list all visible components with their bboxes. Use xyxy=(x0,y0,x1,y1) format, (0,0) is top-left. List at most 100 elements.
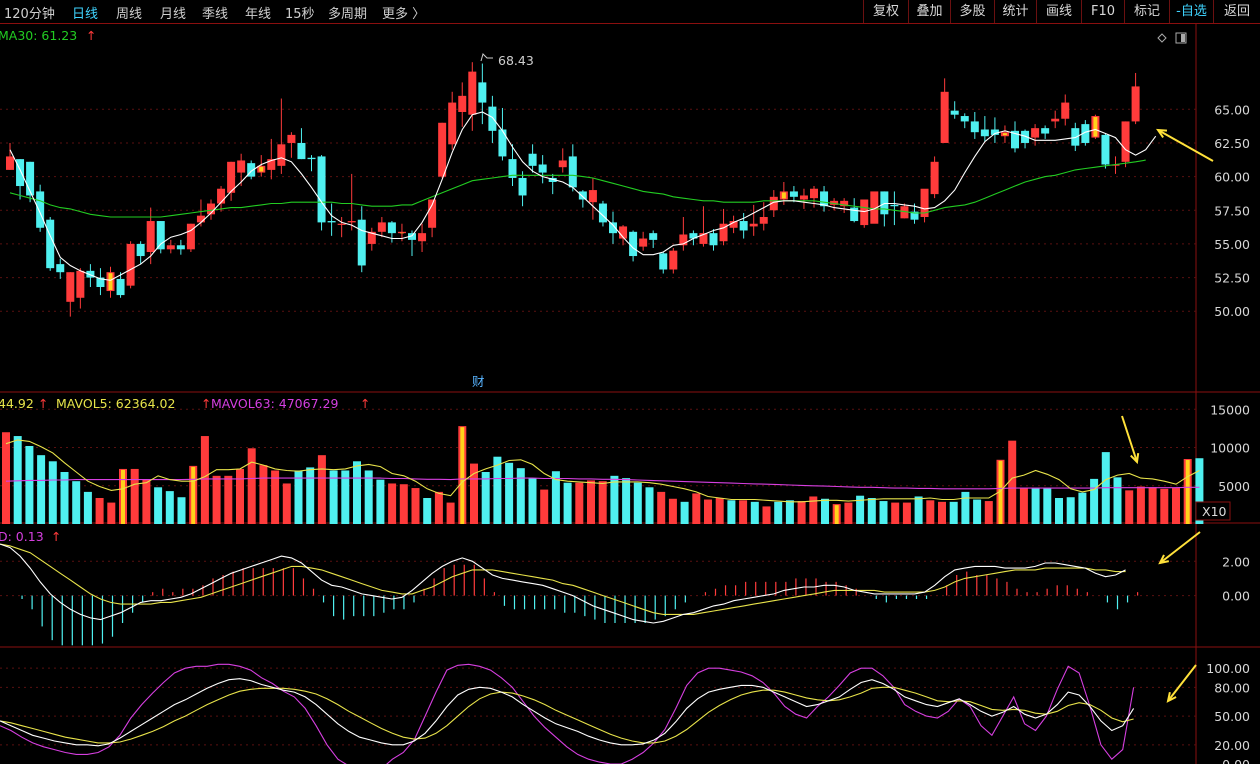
candle-body xyxy=(558,160,567,168)
volume-bar xyxy=(388,483,397,524)
tool-button-8[interactable]: 返回 xyxy=(1213,0,1260,23)
candle-body xyxy=(709,233,718,246)
candle-body xyxy=(659,253,668,270)
volume-bar xyxy=(540,489,549,524)
volume-bar xyxy=(750,501,759,524)
event-marker: 财 xyxy=(472,374,485,389)
candle-body xyxy=(840,200,849,207)
candle-body xyxy=(1021,130,1030,143)
volume-bar xyxy=(470,463,478,524)
volume-bar xyxy=(423,498,432,524)
volume-bar xyxy=(224,475,233,524)
macd-tick-label-1: 0.00 xyxy=(1222,589,1250,604)
macd-tick-label-0: 2.00 xyxy=(1222,554,1250,569)
volume-bar xyxy=(83,491,92,524)
price-tick-label-2: 60.00 xyxy=(1214,170,1250,185)
tool-button-4[interactable]: 画线 xyxy=(1036,0,1081,23)
tool-button-2[interactable]: 多股 xyxy=(950,0,994,23)
candle-body xyxy=(699,233,708,244)
tool-button-6[interactable]: 标记 xyxy=(1124,0,1169,23)
timeframe-tab-6[interactable]: 15秒 xyxy=(285,7,315,22)
candle-body xyxy=(820,191,829,207)
volume-legend-arrow: ↑ xyxy=(38,396,48,411)
candle-body xyxy=(830,200,839,205)
timeframe-tab-5[interactable]: 年线 xyxy=(245,7,272,22)
candle-body xyxy=(870,191,879,224)
top-toolbar: 120分钟 日线 周线 月线 季线 年线 15秒 多周期 更多 〉 复权 叠加 多股 统计 画线 F10 标记… xyxy=(0,0,1260,24)
timeframe-tab-8[interactable]: 更多 〉 xyxy=(382,7,426,22)
volume-bar xyxy=(364,470,373,524)
volume-bar xyxy=(130,468,139,524)
volume-bar xyxy=(704,499,712,524)
volume-scale-label: X10 xyxy=(1202,504,1227,519)
volume-bar xyxy=(1148,487,1157,524)
candle-body xyxy=(307,157,316,160)
candle-body xyxy=(920,188,929,217)
timeframe-tab-0[interactable]: 120分钟 xyxy=(4,7,55,22)
volume-bar xyxy=(563,482,572,524)
timeframe-tab-2[interactable]: 周线 xyxy=(116,7,143,22)
tool-button-7[interactable]: -自选 xyxy=(1169,0,1213,23)
volume-bar xyxy=(774,501,783,524)
candle-body xyxy=(528,153,537,166)
candle-body-highlight-outer xyxy=(397,231,406,234)
candle-body xyxy=(669,250,678,270)
panel-toggle-icon xyxy=(1175,32,1187,44)
tool-button-3[interactable]: 统计 xyxy=(994,0,1036,23)
volume-bars xyxy=(2,426,1204,524)
volume-bar xyxy=(1195,458,1204,524)
volume-bar xyxy=(516,468,525,524)
volume-tick-label-0: 15000 xyxy=(1210,402,1250,417)
volume-bar xyxy=(622,478,631,524)
timeframe-tab-7[interactable]: 多周期 xyxy=(328,7,368,22)
candle-body xyxy=(196,215,205,223)
kdj-tick-label-2: 50.00 xyxy=(1214,709,1250,724)
volume-bar xyxy=(551,471,560,524)
tool-button-0[interactable]: 复权 xyxy=(863,0,908,23)
candle-body-highlight xyxy=(108,273,113,291)
candle-body xyxy=(136,243,145,257)
timeframe-tab-3[interactable]: 月线 xyxy=(160,7,187,22)
timeframe-tab-4[interactable]: 季线 xyxy=(202,7,229,22)
volume-bar-highlight xyxy=(191,466,196,524)
candle-body xyxy=(126,243,135,286)
volume-tick-label-1: 10000 xyxy=(1210,441,1250,456)
tool-button-1[interactable]: 叠加 xyxy=(908,0,950,23)
candle-body xyxy=(1111,164,1120,166)
volume-bar xyxy=(341,470,350,524)
candle-body xyxy=(619,226,628,239)
tool-button-5[interactable]: F10 xyxy=(1081,0,1124,23)
volume-bar xyxy=(973,499,982,524)
volume-bar xyxy=(938,501,946,524)
candle-body xyxy=(689,233,698,239)
ma30-legend-arrow: ↑ xyxy=(86,28,96,43)
candle-body xyxy=(518,177,527,196)
volume-bar xyxy=(1160,488,1169,524)
candle-body xyxy=(458,95,467,112)
candle-body xyxy=(357,219,366,266)
candle-body xyxy=(327,221,336,223)
candle-body xyxy=(337,223,346,225)
volume-bar-highlight xyxy=(121,469,125,524)
candle-body xyxy=(789,191,798,197)
stock-chart: 65.00 62.50 60.00 57.50 55.00 52.50 50.00 MA30:… xyxy=(0,24,1260,764)
candle-body xyxy=(156,221,165,250)
volume-bar xyxy=(1125,490,1134,524)
volume-tick-label-2: 5000 xyxy=(1218,479,1250,494)
kdj-d-line xyxy=(0,686,1134,744)
candle-body xyxy=(498,129,507,157)
peak-price-label: 68.43 xyxy=(498,53,534,68)
volume-bar xyxy=(598,481,607,524)
volume-bar xyxy=(739,500,748,524)
timeframe-tab-1[interactable]: 日线 xyxy=(72,7,99,22)
candle-body xyxy=(799,195,808,200)
price-tick-label-6: 50.00 xyxy=(1214,304,1250,319)
kdj-k-line xyxy=(0,678,1135,747)
candle-body xyxy=(1011,130,1019,149)
annotation-arrow-price-head xyxy=(1155,128,1168,138)
candle-body xyxy=(960,116,969,122)
candle-body-highlight xyxy=(259,166,264,172)
candle-body xyxy=(810,188,818,199)
volume-bar-highlight xyxy=(998,460,1003,524)
candle-body xyxy=(377,222,386,232)
